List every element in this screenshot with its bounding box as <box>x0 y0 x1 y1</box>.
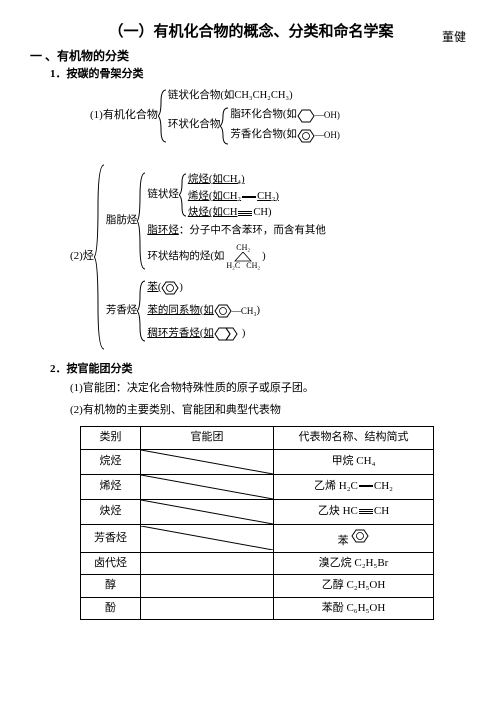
brace-icon <box>179 172 188 218</box>
fg-table-intro: (2)有机物的主要类别、官能团和典型代表物 <box>70 403 472 418</box>
section-1: 一 、有机物的分类 <box>30 48 472 65</box>
section-1-1: 1．按碳的骨架分类 <box>50 67 472 82</box>
aromatic-compound: 芳香化合物(如 —OH) <box>230 127 340 145</box>
alkene: 烯烃(如CH₂CH₂) <box>188 189 279 206</box>
fg-def: (1)官能团：决定化合物特殊性质的原子或原子团。 <box>70 381 472 396</box>
bracket-2: (2)烃 脂肪烃 链状烃 烷烃( <box>70 162 472 352</box>
bracket-1: (1)有机化合物 链状化合物(如CH₃CH₂CH₃) 环状化合物 脂环化合物(如… <box>90 88 472 144</box>
alicyclic-hydrocarbon: 脂环烃：分子中不含苯环，而含有其他 <box>147 223 326 240</box>
benzene-icon <box>297 128 315 144</box>
bracket-1-label: (1)有机化合物 <box>90 108 158 123</box>
naphthalene-icon <box>214 326 242 342</box>
cell-group <box>141 552 274 574</box>
aromatic-row: 芳香烃 苯( ) 苯的同系物(如 —CH₃ ) <box>106 278 326 344</box>
ring-compound-label: 环状化合物 <box>168 118 221 133</box>
cell-rep: 苯酚 C₆H₅OH <box>274 597 434 619</box>
section-1-2: 2．按官能团分类 <box>50 362 472 377</box>
cell-rep: 甲烷 CH₄ <box>274 449 434 474</box>
cell-category: 卤代烃 <box>81 552 141 574</box>
table-row: 烯烃 乙烯 H₂CCH₂ <box>81 474 434 499</box>
table-row: 芳香烃 苯 <box>81 524 434 552</box>
cell-group <box>141 597 274 619</box>
triple-bond-icon <box>238 211 252 216</box>
table-row: 醇 乙醇 C₂H₅OH <box>81 575 434 597</box>
aliphatic-row: 脂肪烃 链状烃 烷烃(如CH₄) 烯烃(如CH₂CH₂) <box>106 170 326 272</box>
cell-rep: 乙炔 HCCH <box>274 499 434 524</box>
table-head-row: 类别 官能团 代表物名称、结构简式 <box>81 427 434 449</box>
aliphatic-label: 脂肪烃 <box>106 214 138 229</box>
cell-group <box>141 499 274 524</box>
cell-category: 醇 <box>81 575 141 597</box>
brace-icon <box>94 162 106 352</box>
cell-rep: 乙醇 C₂H₅OH <box>274 575 434 597</box>
cell-group <box>141 575 274 597</box>
col-rep: 代表物名称、结构简式 <box>274 427 434 449</box>
brace-icon <box>220 106 230 146</box>
table-row: 卤代烃 溴乙烷 C₂H₅Br <box>81 552 434 574</box>
cell-category: 酚 <box>81 597 141 619</box>
benzene-homolog: 苯的同系物(如 —CH₃ ) <box>147 302 260 320</box>
brace-icon <box>137 279 147 343</box>
brace-icon <box>158 88 168 144</box>
fused-ring: 稠环芳香烃(如 ) <box>147 325 260 343</box>
benzene-icon <box>214 303 232 319</box>
col-group: 官能团 <box>141 427 274 449</box>
cell-category: 芳香烃 <box>81 524 141 552</box>
cell-rep: 乙烯 H₂CCH₂ <box>274 474 434 499</box>
chain-compound: 链状化合物(如CH₃CH₂CH₃) <box>168 88 340 105</box>
cell-rep: 溴乙烷 C₂H₅Br <box>274 552 434 574</box>
cell-category: 炔烃 <box>81 499 141 524</box>
cell-group <box>141 449 274 474</box>
cell-group <box>141 524 274 552</box>
aromatic-label: 芳香烃 <box>106 304 138 319</box>
alkyne: 炔烃(如CHCH) <box>188 205 279 222</box>
chain-hydrocarbon-row: 链状烃 烷烃(如CH₄) 烯烃(如CH₂CH₂) 炔烃(如CHCH) <box>147 171 326 219</box>
brace-icon <box>137 171 147 271</box>
ring-structure: 环状结构的烃(如 CH₂ H₂CCH₂ ) <box>147 243 326 271</box>
col-category: 类别 <box>81 427 141 449</box>
benzene-icon <box>161 280 179 296</box>
hexagon-icon <box>297 108 315 124</box>
alkane: 烷烃(如CH₄) <box>188 172 279 189</box>
benzene: 苯( ) <box>147 279 260 297</box>
cell-category: 烷烃 <box>81 449 141 474</box>
cell-category: 烯烃 <box>81 474 141 499</box>
double-bond-icon <box>242 196 256 198</box>
ring-compound-row: 环状化合物 脂环化合物(如 —OH) 芳香化合物(如 —OH) <box>168 105 340 147</box>
alicyclic: 脂环化合物(如 —OH) <box>230 107 340 125</box>
cell-group <box>141 474 274 499</box>
classification-table: 类别 官能团 代表物名称、结构简式 烷烃甲烷 CH₄烯烃乙烯 H₂CCH₂炔烃乙… <box>80 426 434 620</box>
chain-hydrocarbon-label: 链状烃 <box>147 188 179 203</box>
table-row: 酚 苯酚 C₆H₅OH <box>81 597 434 619</box>
table-row: 烷烃 甲烷 CH₄ <box>81 449 434 474</box>
bracket-2-label: (2)烃 <box>70 249 94 264</box>
table-row: 炔烃 乙炔 HCCH <box>81 499 434 524</box>
cell-rep: 苯 <box>274 524 434 552</box>
